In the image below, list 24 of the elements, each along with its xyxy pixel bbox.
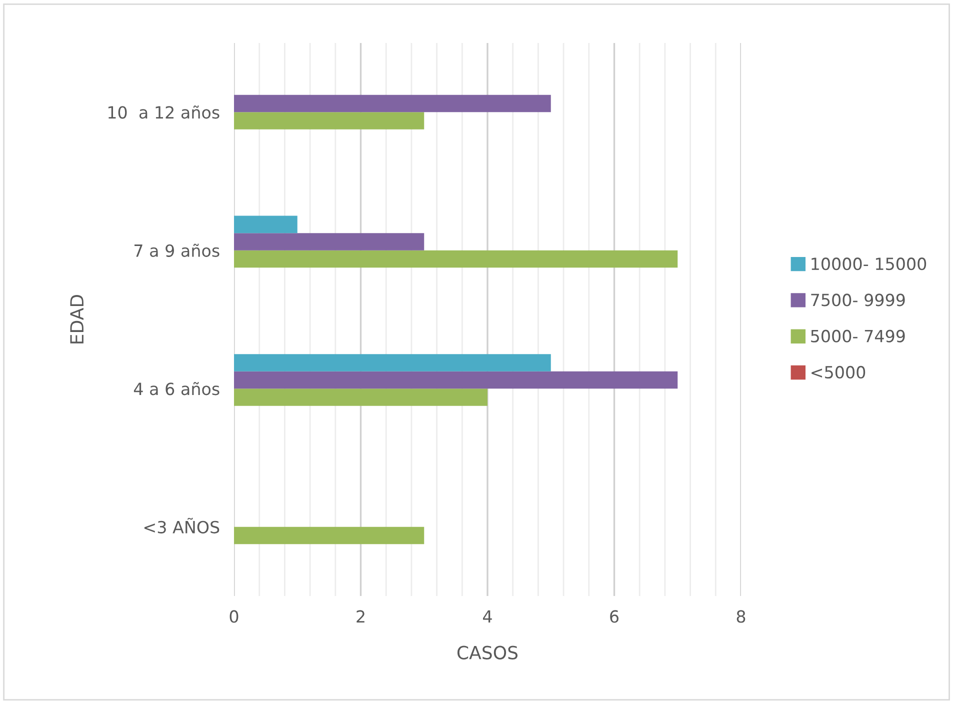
bar xyxy=(234,94,551,112)
y-tick-label: 7 a 9 años xyxy=(134,244,220,257)
y-tick-label: <3 AÑOS xyxy=(144,518,220,534)
bar xyxy=(234,233,424,250)
legend-label: 7500- 9999 xyxy=(811,294,905,306)
y-tick-label: 10 a 12 años xyxy=(108,106,220,119)
x-tick-label: 2 xyxy=(356,610,364,623)
legend-label: 5000- 7499 xyxy=(811,330,905,342)
x-tick-label: 4 xyxy=(483,610,492,623)
y-tick-label: 4 a 6 años xyxy=(134,382,220,396)
y-axis-title: EDAD xyxy=(70,294,84,344)
bar xyxy=(234,250,678,268)
x-tick-label: 0 xyxy=(230,610,238,623)
x-axis-title: CASOS xyxy=(457,646,518,660)
bar xyxy=(234,371,678,389)
legend-label: <5000 xyxy=(812,366,866,379)
bar xyxy=(234,112,424,130)
bar xyxy=(234,388,488,406)
bar xyxy=(234,526,424,544)
bar xyxy=(234,354,551,372)
x-tick-label: 6 xyxy=(610,610,619,623)
x-tick-label: 8 xyxy=(736,610,746,623)
bar xyxy=(234,216,298,234)
legend-label: 10000- 15000 xyxy=(812,258,926,270)
